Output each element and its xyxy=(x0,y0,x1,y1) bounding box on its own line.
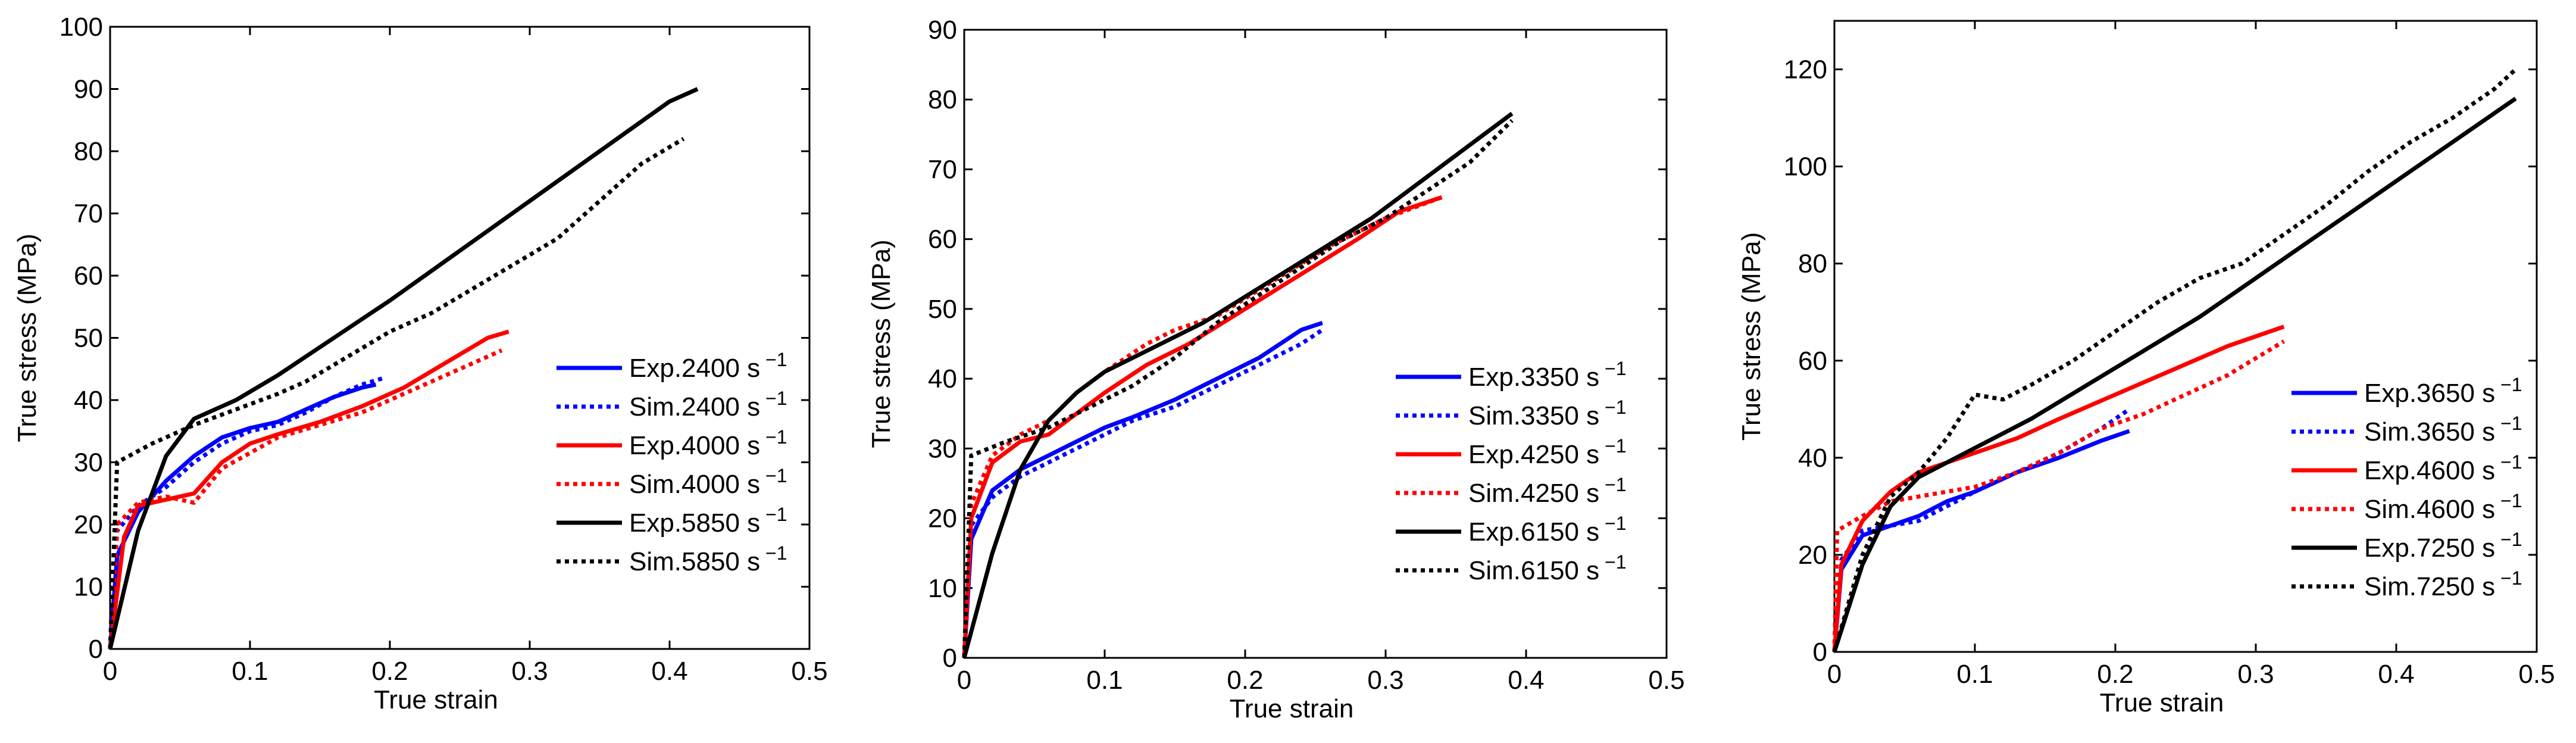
y-tick-label: 30 xyxy=(74,448,103,477)
legend-entry-label: Sim.6150 s −1 xyxy=(1468,551,1626,585)
y-tick-label: 100 xyxy=(60,13,103,42)
legend-entry-label: Sim.2400 s −1 xyxy=(629,388,787,422)
legend-entry-label: Exp.7250 s −1 xyxy=(2364,529,2522,563)
chart-panel-3: 0 0.1 0.2 0.3 0.4 0.5 0 20 40 60 80 100 120 True stra… xyxy=(1737,20,2555,717)
series-line-sim-7250 xyxy=(1832,67,2517,653)
series-line-exp-6150 xyxy=(962,111,1514,658)
y-tick-label: 70 xyxy=(74,199,103,229)
x-tick-label: 0.3 xyxy=(511,657,548,686)
plot-area-frame xyxy=(109,26,811,650)
x-tick-label: 0.3 xyxy=(1367,666,1403,695)
y-tick-label: 40 xyxy=(928,364,957,394)
legend-entry-label: Exp.5850 s −1 xyxy=(629,504,787,538)
y-tick-label: 70 xyxy=(928,155,957,184)
legend-entry-label: Exp.4600 s −1 xyxy=(2364,451,2522,485)
legend-entry-label: Sim.3350 s −1 xyxy=(1468,397,1626,430)
legend-entry-label: Exp.4000 s −1 xyxy=(629,426,787,460)
series-line-sim-5850 xyxy=(108,137,685,650)
x-axis-label: True strain xyxy=(374,685,498,714)
legend-entry-label: Exp.3350 s −1 xyxy=(1468,358,1627,392)
y-tick-label: 80 xyxy=(928,85,957,114)
series-line-exp-4250 xyxy=(962,195,1443,658)
x-tick-label: 0.5 xyxy=(2518,660,2555,689)
y-tick-label: 40 xyxy=(74,386,103,415)
y-axis-label: True stress (MPa) xyxy=(1737,232,1766,441)
y-axis-label: True stress (MPa) xyxy=(12,233,42,442)
y-tick-label: 60 xyxy=(928,225,957,254)
y-tick-label: 80 xyxy=(1798,249,1827,279)
x-tick-label: 0.1 xyxy=(1956,660,1993,689)
x-tick-label: 0.2 xyxy=(1227,666,1263,695)
x-tick-label: 0 xyxy=(1827,660,1842,689)
y-tick-label: 0 xyxy=(943,644,957,673)
x-tick-label: 0.2 xyxy=(371,657,408,686)
legend-entry-label: Sim.4600 s −1 xyxy=(2364,490,2522,524)
series-line-sim-6150 xyxy=(962,118,1514,658)
x-tick-label: 0.2 xyxy=(2097,660,2133,689)
y-tick-label: 10 xyxy=(74,573,103,602)
x-tick-label: 0.3 xyxy=(2237,660,2274,689)
series-line-exp-4600 xyxy=(1832,324,2285,653)
x-axis-label: True strain xyxy=(2100,688,2224,717)
y-tick-label: 50 xyxy=(928,295,957,324)
chart-panel-1: 0 0.1 0.2 0.3 0.4 0.5 0 10 20 30 40 50 60 70 80 90 100 Tr… xyxy=(12,13,828,714)
y-tick-label: 60 xyxy=(1798,346,1827,376)
legend-entry-label: Sim.4000 s −1 xyxy=(629,465,787,499)
y-tick-label: 20 xyxy=(928,504,957,533)
y-tick-label: 30 xyxy=(928,434,957,463)
series-line-sim-3350 xyxy=(962,328,1324,658)
y-axis-label: True stress (MPa) xyxy=(867,239,896,448)
series-line-sim-3650 xyxy=(1832,407,2131,653)
y-tick-label: 50 xyxy=(74,324,103,353)
y-tick-label: 90 xyxy=(74,75,103,104)
y-tick-label: 40 xyxy=(1798,444,1827,473)
legend-entry-label: Exp.6150 s −1 xyxy=(1468,513,1627,547)
legend-entry-label: Sim.4250 s −1 xyxy=(1468,474,1626,508)
y-tick-label: 60 xyxy=(74,261,103,291)
y-tick-label: 0 xyxy=(89,635,103,664)
x-tick-label: 0.4 xyxy=(2378,660,2414,689)
plot-area-frame xyxy=(1833,20,2538,653)
legend-entry-label: Sim.7250 s −1 xyxy=(2364,567,2522,601)
series-line-sim-4000 xyxy=(108,348,503,650)
x-axis-label: True strain xyxy=(1230,694,1354,723)
x-tick-label: 0.4 xyxy=(651,657,687,686)
series-line-exp-5850 xyxy=(108,87,699,650)
x-tick-label: 0.5 xyxy=(791,657,827,686)
x-tick-label: 0.1 xyxy=(232,657,268,686)
chart-panel-2: 0 0.1 0.2 0.3 0.4 0.5 0 10 20 30 40 50 60 70 80 90 True … xyxy=(867,15,1685,723)
x-tick-label: 0.5 xyxy=(1648,666,1684,695)
legend-entry-label: Exp.4250 s −1 xyxy=(1468,435,1627,469)
y-tick-label: 10 xyxy=(928,574,957,603)
y-tick-label: 20 xyxy=(1798,541,1827,570)
series-line-exp-3650 xyxy=(1832,429,2130,653)
series-line-exp-7250 xyxy=(1832,96,2517,653)
x-tick-label: 0.1 xyxy=(1086,666,1123,695)
y-tick-label: 0 xyxy=(1813,638,1827,667)
y-tick-label: 90 xyxy=(928,15,957,45)
legend-entry-label: Exp.2400 s −1 xyxy=(629,349,787,383)
y-tick-label: 20 xyxy=(74,510,103,539)
legend-entry-label: Sim.5850 s −1 xyxy=(629,542,787,576)
y-tick-label: 120 xyxy=(1784,55,1827,85)
legend-entry-label: Sim.3650 s −1 xyxy=(2364,413,2522,447)
x-tick-label: 0.4 xyxy=(1508,666,1544,695)
x-tick-label: 0 xyxy=(103,657,117,686)
legend-entry-label: Exp.3650 s −1 xyxy=(2364,374,2522,408)
x-tick-label: 0 xyxy=(957,666,971,695)
plot-area-frame xyxy=(963,29,1668,659)
series-line-exp-4000 xyxy=(108,329,509,650)
series-line-exp-3350 xyxy=(962,320,1323,658)
y-tick-label: 100 xyxy=(1784,152,1827,182)
series-line-exp-2400 xyxy=(108,382,377,650)
y-tick-label: 80 xyxy=(74,137,103,166)
